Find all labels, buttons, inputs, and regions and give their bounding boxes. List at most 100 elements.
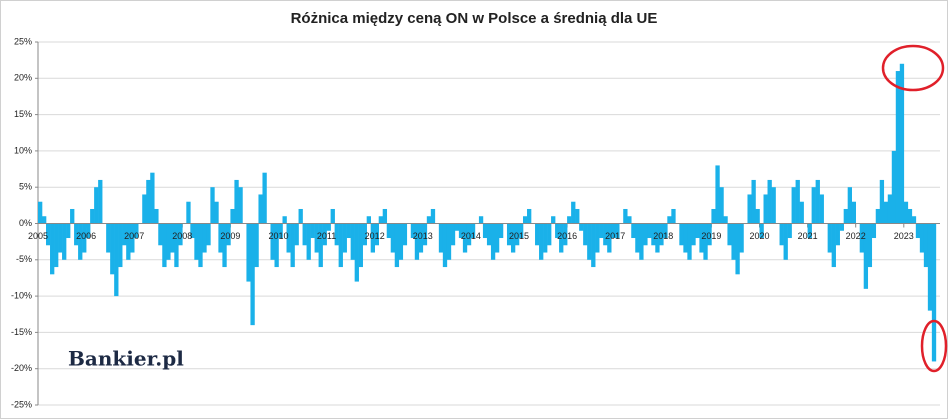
bar	[611, 223, 616, 239]
bar	[318, 223, 323, 268]
bar	[651, 223, 656, 246]
bar	[547, 223, 552, 246]
bar	[799, 201, 804, 224]
bar	[394, 223, 400, 268]
bar	[74, 223, 79, 246]
bar	[863, 223, 869, 289]
bar	[783, 223, 788, 260]
bar	[551, 216, 556, 224]
bar	[390, 223, 396, 253]
bar	[747, 194, 752, 224]
bar	[402, 223, 408, 246]
bar	[94, 187, 99, 224]
x-tick-label: 2010	[268, 231, 288, 241]
x-tick-label: 2012	[365, 231, 385, 241]
bar	[879, 179, 885, 224]
grid	[35, 41, 940, 406]
y-tick-label: 5%	[19, 182, 32, 192]
bar	[450, 223, 456, 246]
bar	[162, 223, 167, 268]
bar	[723, 216, 728, 224]
highlight-circle	[881, 44, 945, 92]
bar	[150, 172, 155, 224]
bar	[719, 187, 724, 224]
bar	[42, 216, 47, 224]
bar	[298, 208, 303, 224]
bar	[86, 223, 91, 239]
bar	[178, 223, 183, 246]
bar	[98, 179, 103, 224]
bar	[899, 63, 905, 224]
bar	[166, 223, 171, 260]
bar	[847, 187, 852, 224]
bar	[539, 223, 544, 260]
y-tick-label: -15%	[11, 327, 32, 337]
bar	[350, 223, 355, 260]
bar	[430, 208, 436, 224]
bar	[174, 223, 179, 268]
bar	[671, 208, 676, 224]
bar	[258, 194, 263, 224]
bar	[735, 223, 740, 275]
y-tick-label: -25%	[11, 399, 32, 409]
bar	[571, 201, 576, 224]
bar	[262, 172, 267, 224]
bar	[158, 223, 163, 246]
bar	[114, 223, 119, 297]
y-tick-label: -10%	[11, 290, 32, 300]
y-tick-label: -5%	[16, 254, 32, 264]
bar	[58, 223, 63, 253]
bar	[543, 223, 548, 253]
bar	[523, 216, 528, 224]
x-tick-label: 2006	[76, 231, 96, 241]
y-tick-label: 10%	[14, 145, 32, 155]
bar	[254, 223, 259, 268]
bar	[238, 187, 243, 224]
bar	[282, 216, 287, 224]
bar	[591, 223, 596, 268]
bar	[426, 216, 432, 224]
bar	[567, 216, 572, 224]
bar	[38, 201, 43, 224]
bar	[50, 223, 55, 275]
bar	[146, 179, 151, 224]
bar	[731, 223, 736, 260]
bar	[683, 223, 688, 253]
bar	[871, 223, 877, 239]
bar	[603, 223, 608, 246]
bar	[82, 223, 87, 253]
bar	[579, 223, 584, 231]
bar	[134, 223, 139, 239]
bar	[54, 223, 59, 268]
bar	[859, 223, 865, 253]
bar	[226, 223, 231, 246]
x-tick-label: 2023	[894, 231, 914, 241]
bar	[927, 223, 933, 311]
bar	[903, 201, 909, 224]
bar	[338, 223, 343, 268]
bar	[90, 208, 95, 224]
y-tick-label: 0%	[19, 218, 32, 228]
bar	[691, 223, 696, 246]
bar	[506, 223, 512, 246]
bar	[410, 223, 416, 239]
bar	[362, 223, 367, 246]
bar	[106, 223, 111, 253]
highlight-circle	[920, 319, 948, 373]
bar	[366, 216, 371, 224]
bar	[555, 223, 560, 239]
x-tick-label: 2008	[172, 231, 192, 241]
bar	[711, 208, 716, 224]
bar	[907, 208, 913, 224]
bar	[466, 223, 472, 246]
bar	[643, 223, 648, 246]
chart-title: Różnica między ceną ON w Polsce a średni…	[291, 10, 658, 27]
x-tick-label: 2014	[461, 231, 481, 241]
bar	[759, 223, 764, 239]
bar	[246, 223, 251, 282]
bar	[354, 223, 359, 282]
bar	[286, 223, 291, 253]
bar	[627, 216, 632, 224]
bar	[635, 223, 640, 253]
